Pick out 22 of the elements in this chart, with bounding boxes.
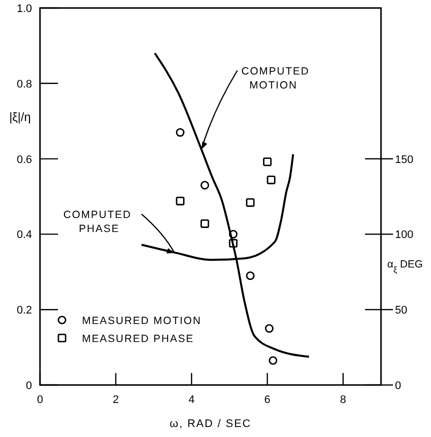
y2-tick-label: 50 <box>395 304 408 317</box>
legend-label: MEASURED MOTION <box>82 315 202 327</box>
x-tick-label: 0 <box>36 394 44 406</box>
y2-tick-label: 0 <box>395 380 402 392</box>
y-tick-label: 0.4 <box>16 229 32 242</box>
x-axis-title: ω, RAD / SEC <box>170 418 252 430</box>
y2-tick-label: 150 <box>395 154 414 166</box>
x-tick-label: 8 <box>340 394 346 406</box>
y-axis-title: |ξ|/η <box>9 110 31 124</box>
y-tick-label: 0.6 <box>16 154 32 166</box>
x-tick-label: 4 <box>188 394 195 406</box>
y-tick-label: 0 <box>26 380 32 392</box>
annotation: COMPUTED PHASE <box>63 209 132 236</box>
y2-axis-title: α$_{ξ}$ DEG <box>387 258 423 274</box>
y-tick-label: 1.0 <box>16 3 32 15</box>
y-tick-label: 0.2 <box>16 304 32 317</box>
y-tick-label: 0.8 <box>16 78 32 90</box>
x-tick-label: 2 <box>112 394 119 406</box>
legend-label: MEASURED PHASE <box>82 333 194 345</box>
y2-tick-label: 100 <box>395 229 414 242</box>
annotation: COMPUTED MOTION <box>241 65 310 92</box>
x-tick-label: 6 <box>264 394 270 406</box>
